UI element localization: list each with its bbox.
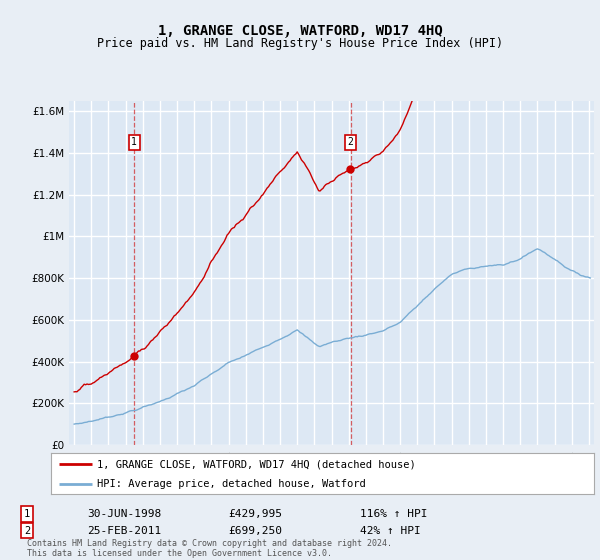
- Text: £699,250: £699,250: [228, 526, 282, 536]
- Text: HPI: Average price, detached house, Watford: HPI: Average price, detached house, Watf…: [97, 479, 366, 489]
- Text: 1, GRANGE CLOSE, WATFORD, WD17 4HQ: 1, GRANGE CLOSE, WATFORD, WD17 4HQ: [158, 24, 442, 38]
- Text: £429,995: £429,995: [228, 509, 282, 519]
- Text: 25-FEB-2011: 25-FEB-2011: [87, 526, 161, 536]
- Text: 116% ↑ HPI: 116% ↑ HPI: [360, 509, 427, 519]
- Text: 2: 2: [24, 526, 30, 536]
- Text: Contains HM Land Registry data © Crown copyright and database right 2024.
This d: Contains HM Land Registry data © Crown c…: [27, 539, 392, 558]
- Text: 30-JUN-1998: 30-JUN-1998: [87, 509, 161, 519]
- Text: 1: 1: [131, 137, 137, 147]
- Text: 1: 1: [24, 509, 30, 519]
- Text: Price paid vs. HM Land Registry's House Price Index (HPI): Price paid vs. HM Land Registry's House …: [97, 37, 503, 50]
- Text: 42% ↑ HPI: 42% ↑ HPI: [360, 526, 421, 536]
- Text: 2: 2: [348, 137, 353, 147]
- Text: 1, GRANGE CLOSE, WATFORD, WD17 4HQ (detached house): 1, GRANGE CLOSE, WATFORD, WD17 4HQ (deta…: [97, 459, 416, 469]
